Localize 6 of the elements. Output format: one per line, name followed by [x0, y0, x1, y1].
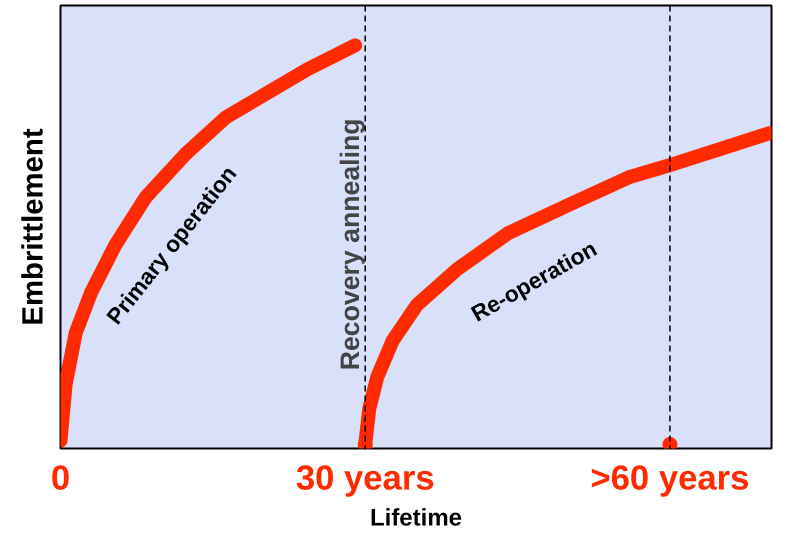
ref-line-label: Recovery annealing [335, 118, 366, 370]
x-tick-label: 30 years [296, 460, 435, 498]
x-tick-label: 0 [50, 460, 70, 498]
x-tick-label: >60 years [590, 460, 750, 498]
x-axis-title: Lifetime [370, 504, 462, 532]
y-axis-title: Embrittlement [16, 128, 50, 326]
